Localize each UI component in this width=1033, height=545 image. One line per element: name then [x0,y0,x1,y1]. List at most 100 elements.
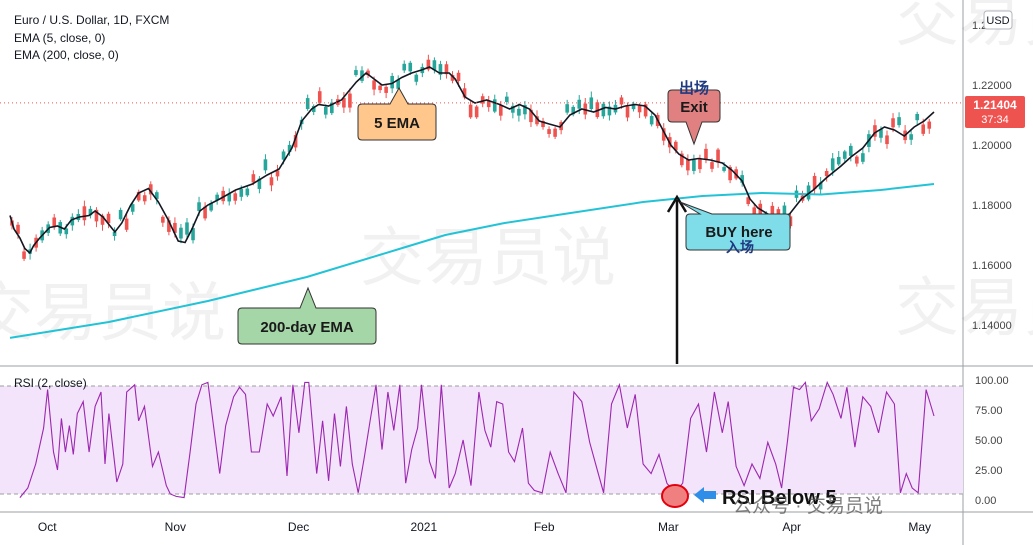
candle-body [661,128,666,141]
rsi-band [0,386,963,494]
candle-body [456,72,461,81]
price-tick-label: 1.14000 [972,320,1012,332]
candle-body [927,121,932,129]
candle-body [517,108,521,116]
candle-body [360,70,364,81]
rsi-legend[interactable]: RSI (2, close) [14,376,87,390]
ema-fast-legend[interactable]: EMA (5, close, 0) [14,31,106,45]
candle-body [824,170,829,177]
price-tag-value: 1.21404 [973,98,1017,112]
watermark-layer: 交易员说交易员说交易员说交易员说 [0,0,1033,351]
candle-body [245,188,250,196]
candle-body [287,144,292,152]
symbol-legend[interactable]: Euro / U.S. Dollar, 1D, FXCM [14,13,170,27]
candle-body [855,156,859,164]
candle-body [450,74,455,81]
candle-body [354,70,358,76]
rsi-axis-ticks: 0.00 25.00 50.00 75.00 100.00 [975,375,1009,507]
candle-body [227,193,232,202]
candle-body [269,177,274,186]
candle-body [317,91,322,103]
candle-body [323,106,328,115]
buy-callout-box [679,201,791,251]
exit-callout-label-cn: 出场 [679,79,709,97]
candle-body [161,216,165,223]
rsi-tick-label: 25.00 [975,465,1003,477]
ema-5-line [9,66,935,255]
candle-body [879,128,883,138]
ema200-callout: 200-day EMA [237,286,377,345]
price-tick-label: 1.18000 [972,200,1012,212]
candle-body [106,213,111,224]
candle-body [402,63,407,71]
candle-body [830,158,835,171]
candle-body [396,79,400,89]
candle-body [498,105,503,116]
candle-body [468,104,473,118]
exit-callout-box [667,89,721,146]
candle-body [191,228,195,241]
candle-body [281,151,286,160]
candle-body [680,153,684,166]
candle-body [752,207,757,218]
candle-body [625,106,630,118]
candle-body [124,218,129,230]
time-tick-label: Feb [534,520,555,534]
candle-body [462,88,467,98]
rsi-tick-label: 75.00 [975,405,1003,417]
candle-body [631,103,636,110]
candle-body [849,145,853,156]
candle-body [728,166,732,181]
exit-callout-label: Exit [680,99,708,116]
ema-slow-legend[interactable]: EMA (200, close, 0) [14,48,119,62]
candle-body [22,251,26,259]
candle-body [233,193,238,201]
candle-body [118,209,123,220]
time-tick-label: Mar [658,520,679,534]
ema-200-line [9,183,935,339]
candle-body [293,135,298,148]
currency-badge-label[interactable]: USD [986,15,1009,27]
candle-body [523,104,527,115]
candle-body [94,209,99,222]
rsi-tick-label: 100.00 [975,375,1009,387]
candle-body [746,197,751,205]
candle-body [547,129,551,134]
candle-body [589,97,594,110]
currency-badge-box[interactable] [983,10,1013,30]
candle-body [444,64,449,75]
candle-body [142,195,147,202]
candle-body [185,222,189,235]
candle-body [70,216,75,226]
price-tick-label: 1.16000 [972,260,1012,272]
candle-body [311,106,316,113]
price-tick-label: 1.20000 [972,140,1012,152]
candle-body [474,106,479,118]
candle-body [155,192,159,199]
exit-callout: 出场 Exit [667,79,721,146]
rsi-tick-label: 0.00 [975,495,996,507]
candle-body [915,113,919,121]
time-tick-label: May [908,520,931,534]
candle-body [861,153,865,162]
ema5-callout-box [357,86,437,141]
candle-body [215,194,219,201]
candle-body [426,59,431,70]
time-tick-label: Nov [165,520,186,534]
candle-body [16,224,20,234]
candle-body [770,205,775,217]
candle-body [251,174,256,183]
candle-body [535,116,539,125]
candle-body [209,203,213,211]
candle-body [873,125,877,137]
rsi-callout: RSI Below 5 [661,484,836,509]
watermark-text: 交易员说 [895,272,1033,346]
candle-body [722,167,726,171]
candle-body [136,191,141,201]
candle-body [909,134,913,140]
candle-body [221,190,225,202]
rsi-callout-label: RSI Below 5 [722,487,836,509]
rsi-low-marker [661,484,689,508]
watermark-text: 交易员说 [895,0,1033,56]
